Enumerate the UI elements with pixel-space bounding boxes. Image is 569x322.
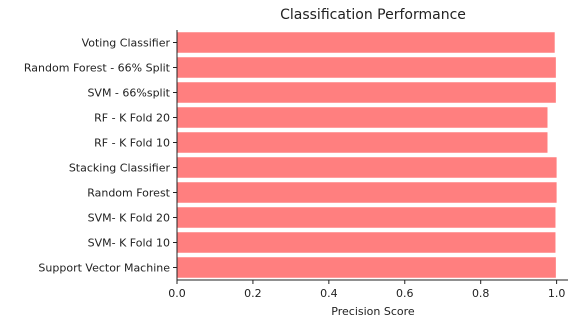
x-tick-label: 0.8 [472, 287, 490, 300]
category-label: SVM - 66%split [87, 87, 170, 100]
category-label: Voting Classifier [82, 37, 171, 50]
bar [177, 207, 556, 228]
category-label: Support Vector Machine [38, 262, 170, 275]
plot-area: Voting Classifier Random Forest - 66% Spl… [24, 30, 568, 300]
bar [177, 82, 556, 103]
bar [177, 182, 557, 203]
x-tick-label: 0.4 [320, 287, 338, 300]
bar [177, 157, 557, 178]
bar [177, 57, 556, 78]
category-label: Stacking Classifier [69, 162, 171, 175]
x-tick-label: 0.0 [168, 287, 186, 300]
bar [177, 107, 548, 128]
chart-title: Classification Performance [280, 7, 466, 23]
category-label: Random Forest - 66% Split [24, 62, 171, 75]
category-label: RF - K Fold 20 [94, 112, 170, 125]
category-label: SVM- K Fold 20 [88, 212, 170, 225]
bar [177, 232, 556, 253]
x-tick-label: 0.6 [396, 287, 414, 300]
bar [177, 32, 555, 53]
category-label: SVM- K Fold 10 [88, 237, 170, 250]
x-tick-label: 1.0 [548, 287, 566, 300]
bar [177, 132, 548, 153]
category-label: RF - K Fold 10 [94, 137, 170, 150]
x-tick-label: 0.2 [244, 287, 262, 300]
x-axis-label: Precision Score [331, 305, 415, 318]
bar [177, 257, 556, 278]
category-label: Random Forest [87, 187, 170, 200]
